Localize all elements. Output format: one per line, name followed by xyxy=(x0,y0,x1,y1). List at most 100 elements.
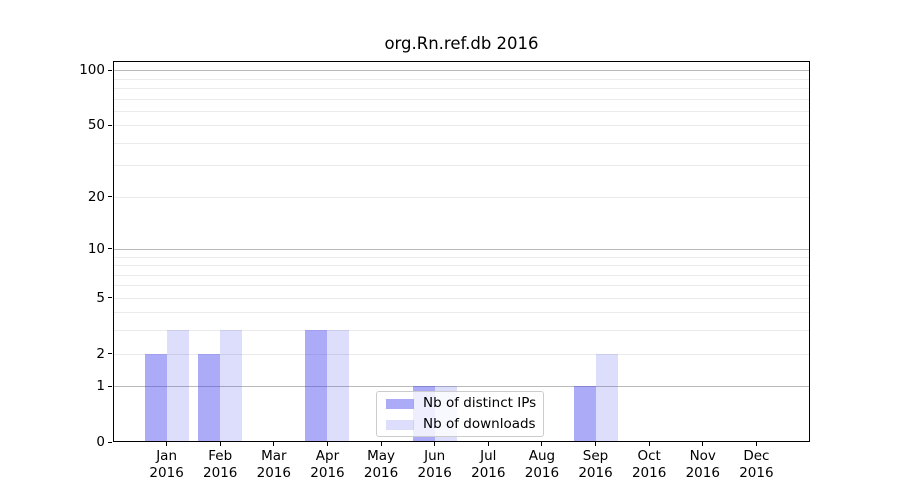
x-tick-label: Sep 2016 xyxy=(556,448,636,482)
gridline-minor xyxy=(113,165,810,167)
x-tick-label-year: 2016 xyxy=(685,465,720,481)
y-tick-mark xyxy=(108,124,112,126)
gridline-minor xyxy=(113,125,810,127)
bar-distinct-ips xyxy=(305,330,328,442)
x-tick-label-year: 2016 xyxy=(524,465,560,481)
gridline-minor xyxy=(113,265,810,267)
y-tick-mark xyxy=(108,297,112,299)
x-tick-label: Jun 2016 xyxy=(395,448,475,482)
x-tick-label: Dec 2016 xyxy=(716,448,796,482)
y-tick-label: 0 xyxy=(96,434,105,450)
x-tick-label-month: Jun xyxy=(424,448,446,464)
gridline-minor xyxy=(113,98,810,100)
gridline-minor xyxy=(113,312,810,314)
bar-distinct-ips xyxy=(144,353,167,442)
x-tick-mark xyxy=(541,442,543,446)
x-tick-label: Mar 2016 xyxy=(234,448,314,482)
y-tick-mark xyxy=(108,69,112,71)
x-tick-mark xyxy=(326,442,328,446)
x-tick-label-month: Dec xyxy=(743,448,770,464)
x-tick-label: Aug 2016 xyxy=(502,448,582,482)
x-tick-label: Jul 2016 xyxy=(448,448,528,482)
x-tick-label-month: Oct xyxy=(637,448,661,464)
y-tick-mark xyxy=(108,196,112,198)
legend-swatch-distinct-ips xyxy=(386,398,414,409)
x-tick-mark xyxy=(166,442,168,446)
x-tick-label-month: Jan xyxy=(156,448,178,464)
legend-item-downloads: Nb of downloads xyxy=(386,416,536,433)
y-tick-label: 100 xyxy=(79,62,105,79)
bar-downloads xyxy=(595,353,618,442)
x-tick-label-year: 2016 xyxy=(417,465,452,481)
bar-downloads xyxy=(220,330,243,442)
bar-distinct-ips xyxy=(198,353,221,442)
legend-item-distinct-ips: Nb of distinct IPs xyxy=(386,395,537,412)
x-tick-label-year: 2016 xyxy=(149,465,184,481)
gridline-minor xyxy=(113,110,810,112)
bar-downloads xyxy=(166,330,189,442)
x-tick-label-month: May xyxy=(367,448,396,464)
x-tick-mark xyxy=(434,442,436,446)
gridline-major xyxy=(113,386,810,388)
x-tick-label-year: 2016 xyxy=(310,465,345,481)
gridline-minor xyxy=(113,196,810,198)
gridline-minor xyxy=(113,353,810,355)
x-tick-label-year: 2016 xyxy=(578,465,613,481)
x-tick-mark xyxy=(219,442,221,446)
gridline-minor xyxy=(113,285,810,287)
x-tick-mark xyxy=(648,442,650,446)
legend-swatch-downloads xyxy=(386,419,414,430)
x-tick-mark xyxy=(273,442,275,446)
bar-downloads xyxy=(327,330,350,442)
x-tick-mark xyxy=(755,442,757,446)
y-tick-mark xyxy=(108,441,112,443)
gridline-minor xyxy=(113,256,810,258)
x-tick-label-month: Nov xyxy=(689,448,716,464)
x-tick-label-year: 2016 xyxy=(256,465,292,481)
x-tick-label-year: 2016 xyxy=(631,465,667,481)
bar-distinct-ips xyxy=(573,386,596,442)
y-tick-mark xyxy=(108,385,112,387)
gridline-minor xyxy=(113,142,810,144)
gridline-minor xyxy=(113,78,810,80)
plot-area: 100 50 20 10 5 2 1 0 Jan 2016 Feb 2016 Mar 2016 Apr 201… xyxy=(79,61,810,481)
x-tick-mark xyxy=(702,442,704,446)
y-tick-mark xyxy=(108,248,112,250)
x-tick-label-month: Sep xyxy=(582,448,609,464)
x-tick-label-month: Feb xyxy=(208,448,233,464)
x-tick-mark xyxy=(487,442,489,446)
x-tick-label-year: 2016 xyxy=(739,465,774,481)
x-tick-label-year: 2016 xyxy=(363,465,399,481)
x-tick-label-year: 2016 xyxy=(203,465,238,481)
x-tick-label-month: Jul xyxy=(480,448,497,464)
y-tick-label: 50 xyxy=(87,117,105,134)
x-tick-label-year: 2016 xyxy=(471,465,506,481)
gridline-minor xyxy=(113,330,810,332)
x-tick-mark xyxy=(595,442,597,446)
chart-title: org.Rn.ref.db 2016 xyxy=(384,34,539,53)
x-tick-label: Apr 2016 xyxy=(287,448,367,482)
x-tick-label: Nov 2016 xyxy=(663,448,743,482)
y-tick-mark xyxy=(108,353,112,355)
gridline-minor xyxy=(113,297,810,299)
gridline-major xyxy=(113,248,810,250)
y-tick-label: 2 xyxy=(96,345,105,362)
x-tick-label: Jan 2016 xyxy=(127,448,207,482)
x-tick-label-month: Aug xyxy=(528,448,556,464)
legend: Nb of distinct IPs Nb of downloads xyxy=(376,391,544,437)
x-tick-mark xyxy=(380,442,382,446)
legend-label-distinct-ips: Nb of distinct IPs xyxy=(423,395,537,411)
gridline-major xyxy=(113,70,810,72)
gridline-minor xyxy=(113,274,810,276)
gridline-minor xyxy=(113,88,810,90)
x-tick-label: May 2016 xyxy=(341,448,421,482)
legend-label-downloads: Nb of downloads xyxy=(423,416,536,432)
x-tick-label-month: Mar xyxy=(261,448,287,464)
x-tick-label-month: Apr xyxy=(315,448,340,464)
x-tick-label: Feb 2016 xyxy=(180,448,260,482)
y-tick-label: 5 xyxy=(96,289,105,306)
y-tick-label: 10 xyxy=(87,240,105,257)
y-tick-label: 1 xyxy=(96,378,105,395)
y-tick-label: 20 xyxy=(87,188,105,205)
